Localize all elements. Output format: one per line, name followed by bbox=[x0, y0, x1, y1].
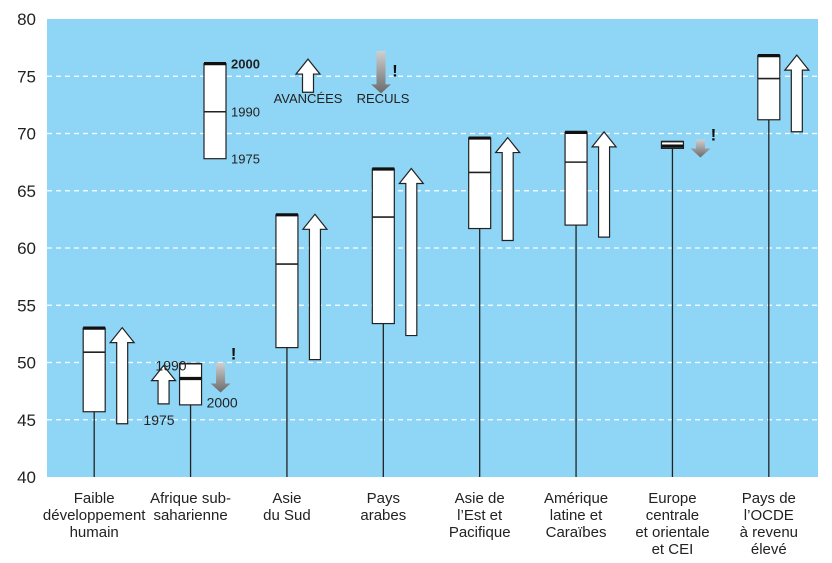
legend-advances-label: AVANCÉES bbox=[274, 91, 343, 106]
ssa-warning-mark: ! bbox=[231, 345, 237, 364]
advance-arrow bbox=[783, 54, 811, 133]
advance-arrow bbox=[398, 167, 425, 337]
legend: 2000 1990 1975 AVANCÉES! RECULS bbox=[203, 51, 410, 167]
x-category-label: latine et bbox=[550, 507, 603, 524]
x-category-label: l’OCDE bbox=[744, 507, 794, 524]
x-category-label: et orientale bbox=[635, 524, 709, 541]
x-category-label: Faible bbox=[74, 490, 115, 507]
range-box bbox=[371, 168, 395, 325]
y-tick-label-70: 70 bbox=[17, 125, 36, 144]
y-tick-label-75: 75 bbox=[17, 67, 36, 86]
warning-mark: ! bbox=[711, 126, 717, 145]
advance-arrow bbox=[590, 130, 618, 238]
legend-setbacks-label: RECULS bbox=[357, 91, 410, 106]
y-tick-label-60: 60 bbox=[17, 239, 36, 258]
plot-background bbox=[47, 19, 818, 477]
legend-label-2000: 2000 bbox=[231, 57, 260, 72]
advance-arrow bbox=[494, 136, 521, 242]
legend-label-1975: 1975 bbox=[231, 152, 260, 167]
chart-marks: ! 1990 1975 2000! bbox=[82, 54, 811, 477]
y-tick-label-50: 50 bbox=[17, 354, 36, 373]
ssa-annotation: 1990 1975 2000! bbox=[143, 345, 238, 428]
x-category-label: l’Est et bbox=[457, 507, 503, 524]
y-tick-label-80: 80 bbox=[17, 10, 36, 29]
x-category-label: arabes bbox=[360, 507, 406, 524]
advance-arrow bbox=[301, 213, 329, 361]
legend-advance-arrow bbox=[294, 58, 322, 93]
x-category-label: Pays de bbox=[742, 490, 796, 507]
x-category-label: humain bbox=[70, 524, 119, 541]
setback-arrow bbox=[690, 139, 711, 158]
range-box bbox=[275, 214, 299, 349]
ssa-label-1975: 1975 bbox=[143, 412, 174, 428]
category-7 bbox=[757, 54, 811, 477]
y-tick-label-55: 55 bbox=[17, 296, 36, 315]
range-box bbox=[757, 55, 781, 121]
category-5 bbox=[564, 130, 618, 477]
ssa-advance-arrow bbox=[150, 364, 177, 405]
y-tick-label-40: 40 bbox=[17, 468, 36, 487]
ssa-setback-arrow bbox=[210, 362, 231, 393]
x-category-label: Pacifique bbox=[449, 524, 511, 541]
range-box bbox=[468, 137, 492, 230]
x-category-label: Pays bbox=[367, 490, 400, 507]
category-6: ! bbox=[660, 126, 717, 477]
category-3 bbox=[371, 167, 425, 477]
range-box bbox=[82, 327, 106, 413]
legend-label-1990: 1990 bbox=[231, 105, 260, 120]
ssa-label-1990: 1990 bbox=[155, 358, 186, 374]
x-category-label: Asie bbox=[272, 490, 301, 507]
y-tick-label-45: 45 bbox=[17, 411, 36, 430]
ssa-label-2000: 2000 bbox=[207, 395, 238, 411]
category-4 bbox=[468, 136, 521, 477]
category-1 bbox=[178, 362, 203, 477]
x-category-label: centrale bbox=[646, 507, 699, 524]
y-axis: 40 45 50 55 60 65 70 75 80 bbox=[17, 10, 36, 487]
category-0 bbox=[82, 326, 136, 477]
x-category-label: du Sud bbox=[263, 507, 311, 524]
x-category-label: Asie de bbox=[455, 490, 505, 507]
x-category-label: saharienne bbox=[153, 507, 227, 524]
x-category-label: Europe bbox=[648, 490, 696, 507]
plot-area bbox=[47, 19, 818, 477]
x-category-label: développement bbox=[43, 507, 146, 524]
legend-warning-mark: ! bbox=[392, 61, 398, 80]
y-tick-label-65: 65 bbox=[17, 182, 36, 201]
x-category-label: à revenu bbox=[740, 524, 798, 541]
range-box bbox=[564, 131, 588, 226]
x-category-label: Afrique sub- bbox=[150, 490, 231, 507]
x-category-label: et CEI bbox=[652, 541, 694, 558]
legend-setback-arrow bbox=[371, 51, 391, 94]
x-category-label: élevé bbox=[751, 541, 787, 558]
x-category-label: Caraïbes bbox=[546, 524, 607, 541]
x-category-label: Amérique bbox=[544, 490, 608, 507]
advance-arrow bbox=[108, 326, 136, 425]
category-2 bbox=[275, 213, 329, 477]
